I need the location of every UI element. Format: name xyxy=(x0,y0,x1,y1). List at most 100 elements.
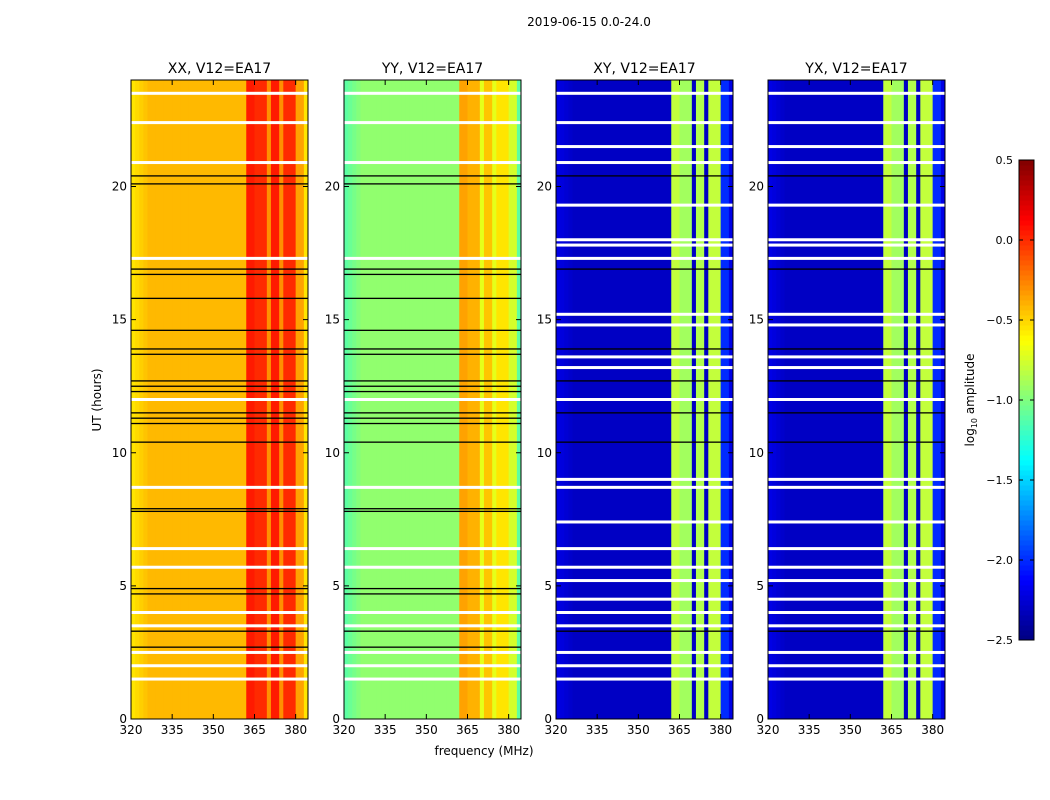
colorbar-segment xyxy=(1019,205,1034,211)
colorbar-segment xyxy=(1019,230,1034,236)
flag-line-white xyxy=(768,243,945,247)
flag-line-white xyxy=(768,579,945,583)
colorbar-segment xyxy=(1019,245,1034,251)
flag-line-white xyxy=(768,677,945,681)
panel-frame xyxy=(555,79,734,720)
y-tick-label: 5 xyxy=(544,579,552,593)
y-tick-label: 10 xyxy=(325,446,340,460)
colorbar-segment xyxy=(1019,560,1034,566)
colorbar-segment xyxy=(1019,535,1034,541)
colorbar-segment xyxy=(1019,285,1034,291)
colorbar-segment xyxy=(1019,400,1034,406)
flag-line-white xyxy=(768,366,945,370)
colorbar-segment xyxy=(1019,485,1034,491)
flag-line-white xyxy=(556,312,733,316)
panel-1: YY, V12=EA17 320 335 350 365 380 0 5 10 15 20 xyxy=(325,61,522,737)
y-axis-label: UT (hours) xyxy=(90,368,104,431)
panel-title: XX, V12=EA17 xyxy=(168,61,271,77)
colorbar-segment xyxy=(1019,405,1034,411)
flag-line-black xyxy=(344,417,521,419)
flag-line-white xyxy=(768,477,945,481)
colorbar-segment xyxy=(1019,580,1034,586)
colorbar-segment xyxy=(1019,385,1034,391)
panel-3: YX, V12=EA17 320 335 350 365 380 0 5 10 15 20 xyxy=(749,61,946,737)
colorbar-segment xyxy=(1019,390,1034,396)
panel-frame xyxy=(343,79,522,720)
colorbar-segment xyxy=(1019,235,1034,241)
y-tick-label: 10 xyxy=(537,446,552,460)
flag-line-white xyxy=(344,624,521,628)
x-tick-label: 380 xyxy=(284,723,307,737)
colorbar-segment xyxy=(1019,495,1034,501)
y-tick-label: 15 xyxy=(112,313,127,327)
colorbar-segment xyxy=(1019,195,1034,201)
flag-line-white xyxy=(768,565,945,569)
colorbar-segment xyxy=(1019,305,1034,311)
flag-line-white xyxy=(344,677,521,681)
y-tick-label: 0 xyxy=(544,712,552,726)
flag-line-white xyxy=(344,611,521,614)
x-tick-label: 350 xyxy=(415,723,438,737)
colorbar-segment xyxy=(1019,345,1034,351)
flag-line-black xyxy=(768,441,945,443)
flag-line-white xyxy=(131,624,308,628)
flag-line-white xyxy=(556,366,733,370)
x-tick-label: 380 xyxy=(497,723,520,737)
flag-line-white xyxy=(556,624,733,628)
colorbar-segment xyxy=(1019,185,1034,191)
colorbar-segment xyxy=(1019,490,1034,496)
flag-line-white xyxy=(344,664,521,668)
flag-line-black xyxy=(344,510,521,513)
colorbar-segment xyxy=(1019,395,1034,401)
flag-line-black xyxy=(556,175,733,177)
flag-line-white xyxy=(768,256,945,260)
x-tick-label: 320 xyxy=(757,723,780,737)
colorbar-segment xyxy=(1019,625,1034,631)
flag-line-black xyxy=(131,353,308,355)
flag-line-white xyxy=(556,650,733,654)
flag-line-white xyxy=(556,477,733,481)
flag-line-white xyxy=(556,611,733,614)
flag-line-black xyxy=(768,380,945,382)
colorbar-segment xyxy=(1019,280,1034,286)
colorbar-segment xyxy=(1019,240,1034,246)
colorbar-segment xyxy=(1019,415,1034,421)
flag-line-white xyxy=(768,203,945,207)
flag-line-white xyxy=(768,323,945,327)
x-tick-label: 380 xyxy=(921,723,944,737)
flag-line-black xyxy=(131,273,308,276)
flag-line-white xyxy=(768,664,945,668)
flag-line-white xyxy=(768,355,945,359)
flag-line-white xyxy=(556,520,733,524)
colorbar-segment xyxy=(1019,260,1034,266)
colorbar-segment xyxy=(1019,555,1034,561)
x-tick-label: 335 xyxy=(586,723,609,737)
y-tick-label: 20 xyxy=(112,180,127,194)
flag-line-white xyxy=(556,664,733,668)
flag-line-white xyxy=(768,398,945,401)
flag-line-white xyxy=(556,238,733,242)
flag-line-white xyxy=(768,312,945,316)
colorbar-segment xyxy=(1019,365,1034,371)
y-tick-label: 15 xyxy=(537,313,552,327)
x-tick-label: 380 xyxy=(709,723,732,737)
colorbar-segment xyxy=(1019,630,1034,636)
colorbar-segment xyxy=(1019,440,1034,446)
flag-line-white xyxy=(768,650,945,654)
flag-line-white xyxy=(344,547,521,551)
colorbar-segment xyxy=(1019,635,1034,641)
flag-line-black xyxy=(131,630,308,632)
flag-line-white xyxy=(768,597,945,601)
flag-line-white xyxy=(131,611,308,614)
panel-2: XY, V12=EA17 320 335 350 365 380 0 5 10 15 20 xyxy=(537,61,734,737)
colorbar-segment xyxy=(1019,430,1034,436)
flag-line-black xyxy=(344,422,521,425)
panel-title: YY, V12=EA17 xyxy=(381,61,483,77)
y-tick-label: 15 xyxy=(749,313,764,327)
colorbar-segment xyxy=(1019,355,1034,361)
flag-line-white xyxy=(131,91,308,95)
colorbar-segment xyxy=(1019,545,1034,551)
flag-line-black xyxy=(344,646,521,648)
flag-line-black xyxy=(768,348,945,350)
flag-line-black xyxy=(131,268,308,270)
